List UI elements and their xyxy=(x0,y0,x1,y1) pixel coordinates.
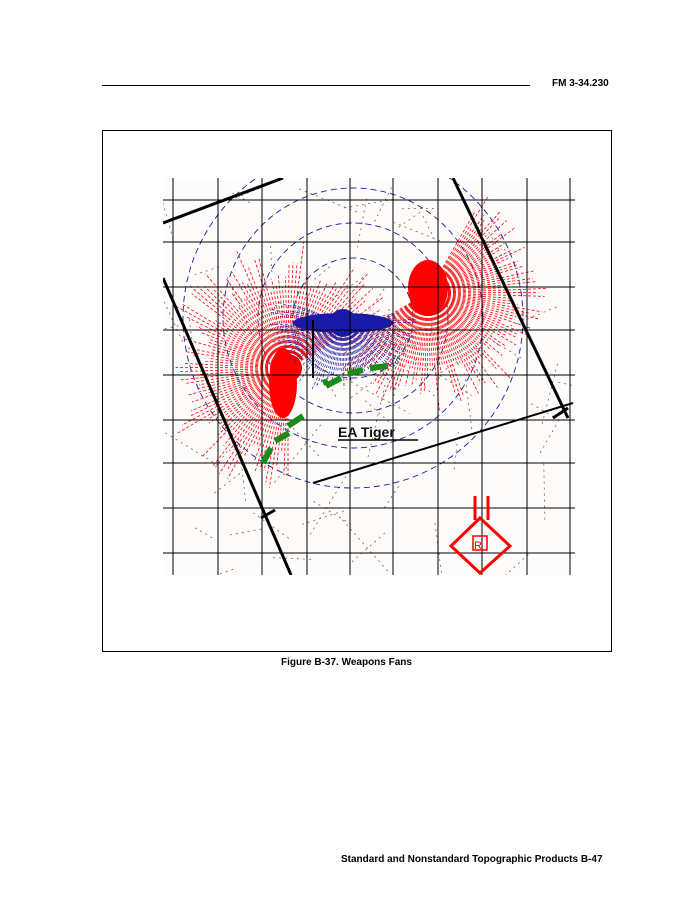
engagement-area-label: EA Tiger xyxy=(312,320,418,441)
roads xyxy=(163,178,574,575)
map-grid xyxy=(163,178,575,575)
unit-symbol-diamond: R xyxy=(448,496,513,575)
map-graphic: EA Tiger R xyxy=(163,178,575,575)
friendly-position-east xyxy=(408,260,448,316)
obstacle-segment xyxy=(369,363,389,371)
ea-tiger-label: EA Tiger xyxy=(338,424,395,440)
terrain-contours xyxy=(163,178,575,575)
obstacle-segment xyxy=(347,367,364,377)
obstacle-segment xyxy=(324,375,343,389)
header-rule xyxy=(102,85,530,86)
figure-frame xyxy=(102,130,612,652)
page-footer: Standard and Nonstandard Topographic Pro… xyxy=(341,854,603,865)
obstacle-segment xyxy=(260,446,274,465)
obstacle-segment xyxy=(273,430,291,444)
obstacle-segment xyxy=(286,413,305,429)
range-arc xyxy=(292,257,414,379)
figure-caption: Figure B-37. Weapons Fans xyxy=(281,657,412,668)
weapons-fans xyxy=(175,196,547,488)
obstacle-segment xyxy=(321,378,330,386)
range-arc xyxy=(182,178,524,489)
weapons-fans-map: EA Tiger R xyxy=(163,178,575,575)
svg-text:R: R xyxy=(474,540,482,552)
enemy-position xyxy=(293,313,393,333)
document-id: FM 3-34.230 xyxy=(552,78,609,89)
obstacle-line xyxy=(260,363,389,465)
friendly-position-west xyxy=(269,348,297,418)
